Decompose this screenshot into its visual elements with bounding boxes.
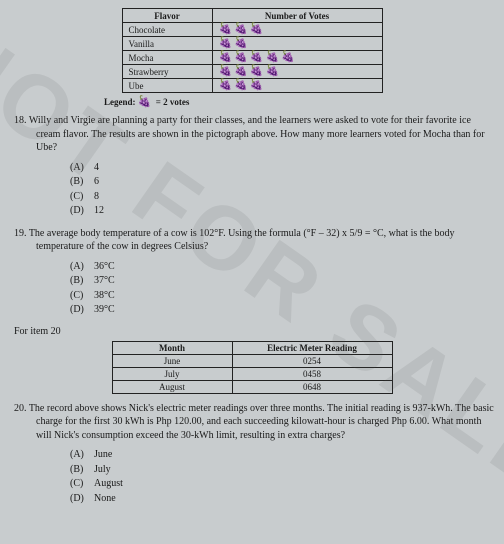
choice-label: (C) [70,190,94,205]
table-row: Strawberry🍇🍇🍇🍇 [122,65,382,79]
votes-header: Number of Votes [212,9,382,23]
q18-text: Willy and Virgie are planning a party fo… [29,115,485,153]
table-row: Chocolate🍇🍇🍇 [122,23,382,37]
for-item-20: For item 20 [14,326,494,337]
choice-label: (B) [70,274,94,289]
table-row: Flavor Number of Votes [122,9,382,23]
choice-val: 4 [94,162,99,173]
choice-label: (A) [70,260,94,275]
choice-val: 12 [94,205,104,216]
question-20: 20. The record above shows Nick's electr… [14,402,494,443]
flavor-header: Flavor [122,9,212,23]
table-row: Month Electric Meter Reading [112,341,392,354]
legend: Legend: 🍇 = 2 votes [104,97,494,108]
question-18: 18. Willy and Virgie are planning a part… [14,114,494,155]
meter-table: Month Electric Meter Reading June0254 Ju… [112,341,393,394]
choice-val: 36°C [94,261,115,272]
choice-label: (C) [70,289,94,304]
table-row: August0648 [112,380,392,393]
votes-cell: 🍇🍇🍇 [212,79,382,93]
votes-cell: 🍇🍇🍇🍇 [212,65,382,79]
choice-val: July [94,464,111,475]
table-row: Mocha🍇🍇🍇🍇🍇 [122,51,382,65]
votes-cell: 🍇🍇🍇🍇🍇 [212,51,382,65]
choice-label: (D) [70,303,94,318]
flavor-cell: Mocha [122,51,212,65]
legend-prefix: Legend: [104,97,136,107]
q20-choices: (A)June (B)July (C)August (D)None [70,448,494,506]
choice-label: (B) [70,175,94,190]
q20-number: 20. [14,403,27,414]
table-row: July0458 [112,367,392,380]
month-cell: August [112,380,232,393]
choice-label: (A) [70,448,94,463]
q19-number: 19. [14,228,27,239]
reading-header: Electric Meter Reading [232,341,392,354]
votes-cell: 🍇🍇 [212,37,382,51]
flavor-cell: Chocolate [122,23,212,37]
choice-label: (B) [70,463,94,478]
choice-val: August [94,478,123,489]
q19-choices: (A)36°C (B)37°C (C)38°C (D)39°C [70,260,494,318]
grape-icon: 🍇 [138,97,152,108]
flavor-table: Flavor Number of Votes Chocolate🍇🍇🍇 Vani… [122,8,383,93]
month-header: Month [112,341,232,354]
choice-label: (D) [70,492,94,507]
month-cell: July [112,367,232,380]
choice-val: None [94,493,116,504]
choice-label: (A) [70,161,94,176]
table-row: Vanilla🍇🍇 [122,37,382,51]
reading-cell: 0254 [232,354,392,367]
q18-choices: (A)4 (B)6 (C)8 (D)12 [70,161,494,219]
q18-number: 18. [14,115,27,126]
choice-label: (D) [70,204,94,219]
table-row: June0254 [112,354,392,367]
month-cell: June [112,354,232,367]
votes-cell: 🍇🍇🍇 [212,23,382,37]
choice-val: 39°C [94,304,115,315]
flavor-cell: Vanilla [122,37,212,51]
choice-label: (C) [70,477,94,492]
choice-val: 6 [94,176,99,187]
legend-text: = 2 votes [156,97,190,107]
q20-text: The record above shows Nick's electric m… [29,403,494,441]
table-row: Ube🍇🍇🍇 [122,79,382,93]
choice-val: 8 [94,191,99,202]
question-19: 19. The average body temperature of a co… [14,227,494,254]
choice-val: 38°C [94,290,115,301]
choice-val: June [94,449,112,460]
reading-cell: 0648 [232,380,392,393]
q19-text: The average body temperature of a cow is… [29,228,455,253]
reading-cell: 0458 [232,367,392,380]
flavor-cell: Strawberry [122,65,212,79]
choice-val: 37°C [94,275,115,286]
flavor-cell: Ube [122,79,212,93]
